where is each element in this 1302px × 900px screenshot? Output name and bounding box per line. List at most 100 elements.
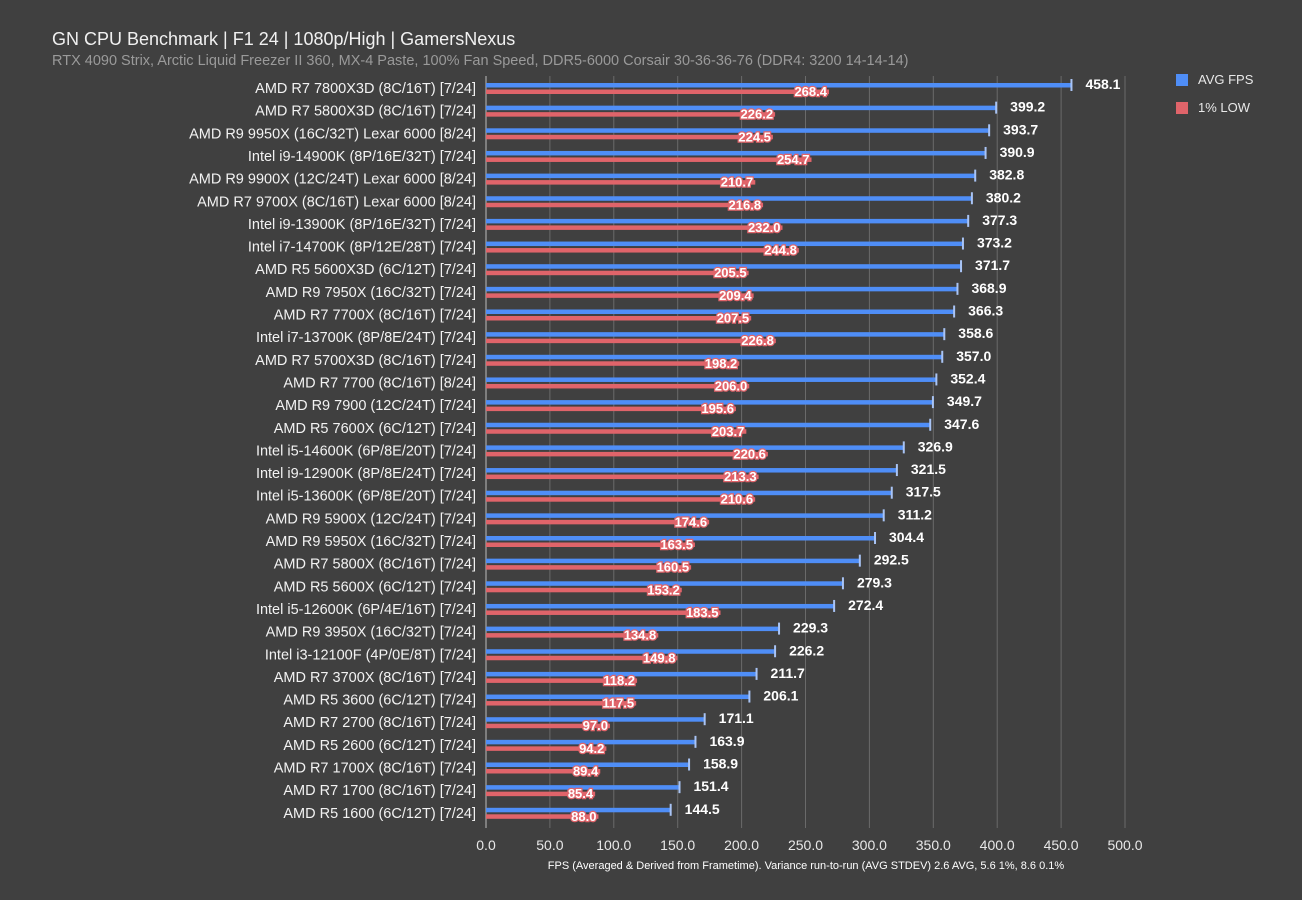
category-label: AMD R9 3950X (16C/32T) [7/24] <box>266 625 476 641</box>
category-label: AMD R7 5800X (8C/16T) [7/24] <box>274 557 476 573</box>
category-label: AMD R5 5600X (6C/12T) [7/24] <box>274 579 476 595</box>
legend-item-avg: AVG FPS <box>1176 72 1253 87</box>
data-label-low: 226.8 <box>741 333 774 348</box>
category-label: AMD R9 7950X (16C/32T) [7/24] <box>266 285 476 301</box>
data-label-avg: 458.1 <box>1085 76 1120 92</box>
category-label: Intel i7-13700K (8P/8E/24T) [7/24] <box>256 330 476 346</box>
bar-1pct-low <box>486 723 610 729</box>
bar-1pct-low <box>486 791 596 797</box>
category-label: AMD R5 2600 (6C/12T) [7/24] <box>283 738 476 754</box>
category-label: AMD R9 9950X (16C/32T) Lexar 6000 [8/24] <box>189 126 476 142</box>
bar-1pct-low <box>486 361 740 366</box>
data-label-avg: 304.4 <box>889 529 924 545</box>
data-label-avg: 171.1 <box>719 710 754 726</box>
data-label-low: 213.3 <box>724 469 757 484</box>
legend-label-low: 1% LOW <box>1198 100 1251 115</box>
category-label: Intel i9-12900K (8P/8E/24T) [7/24] <box>256 466 476 482</box>
category-label: AMD R7 7800X3D (8C/16T) [7/24] <box>255 81 476 97</box>
bar-1pct-low <box>486 701 637 706</box>
category-label: AMD R7 2700 (8C/16T) [7/24] <box>283 715 476 731</box>
bar-1pct-low <box>486 316 752 321</box>
bar-avg-fps <box>486 354 943 360</box>
bar-1pct-low <box>486 225 783 230</box>
data-label-low: 210.6 <box>721 492 754 507</box>
data-label-low: 174.6 <box>675 514 708 529</box>
category-label: AMD R7 9700X (8C/16T) Lexar 6000 [8/24] <box>197 194 476 210</box>
data-label-low: 85.4 <box>568 786 594 801</box>
bar-avg-fps <box>486 445 904 450</box>
category-label: Intel i9-13900K (8P/16E/32T) [7/24] <box>248 217 476 233</box>
x-tick-label: 500.0 <box>1107 837 1142 853</box>
bar-1pct-low <box>486 769 601 774</box>
data-label-avg: 390.9 <box>1000 144 1035 160</box>
data-label-avg: 151.4 <box>693 778 728 794</box>
data-label-avg: 226.2 <box>789 642 824 658</box>
bar-avg-fps <box>486 105 997 111</box>
data-label-low: 117.5 <box>602 696 634 711</box>
bar-1pct-low <box>486 565 692 570</box>
bar-1pct-low <box>486 587 682 593</box>
data-label-avg: 377.3 <box>982 212 1017 228</box>
category-label: Intel i7-14700K (8P/12E/28T) [7/24] <box>248 240 476 256</box>
bar-1pct-low <box>486 270 749 276</box>
chart-subtitle: RTX 4090 Strix, Arctic Liquid Freezer II… <box>52 53 909 69</box>
category-label: Intel i3-12100F (4P/0E/8T) [7/24] <box>265 647 476 663</box>
bar-1pct-low <box>486 429 747 434</box>
bar-1pct-low <box>486 383 750 389</box>
bar-avg-fps <box>486 173 976 179</box>
data-label-avg: 279.3 <box>857 574 892 590</box>
x-tick-label: 100.0 <box>596 837 631 853</box>
data-label-low: 118.2 <box>603 673 635 688</box>
data-label-low: 244.8 <box>764 243 797 258</box>
data-label-low: 89.4 <box>573 764 599 779</box>
bar-avg-fps <box>486 536 876 541</box>
bar-1pct-low <box>486 89 830 94</box>
bar-1pct-low <box>486 474 759 480</box>
x-tick-label: 50.0 <box>536 837 563 853</box>
category-label: AMD R7 3700X (8C/16T) [7/24] <box>274 670 476 686</box>
data-label-low: 183.5 <box>686 605 719 620</box>
data-label-avg: 206.1 <box>763 688 798 704</box>
category-label: AMD R7 7700X (8C/16T) [7/24] <box>274 308 476 324</box>
bar-avg-fps <box>486 581 843 586</box>
data-label-low: 134.8 <box>624 628 657 643</box>
bar-avg-fps <box>486 241 963 247</box>
data-label-avg: 347.6 <box>944 416 979 432</box>
bar-avg-fps <box>486 286 958 292</box>
category-label: AMD R9 7900 (12C/24T) [7/24] <box>275 398 476 414</box>
category-label: Intel i5-12600K (6P/4E/16T) [7/24] <box>256 602 476 618</box>
category-label: AMD R9 5900X (12C/24T) [7/24] <box>266 511 476 527</box>
bar-avg-fps <box>486 468 897 473</box>
bar-avg-fps <box>486 400 933 405</box>
data-label-low: 88.0 <box>571 809 596 824</box>
bar-avg-fps <box>486 739 696 745</box>
data-label-low: 232.0 <box>748 220 781 235</box>
data-label-avg: 349.7 <box>947 393 982 409</box>
bar-1pct-low <box>486 134 773 140</box>
data-label-avg: 311.2 <box>898 506 932 522</box>
bar-avg-fps <box>486 671 757 677</box>
data-label-low: 160.5 <box>657 560 690 575</box>
bar-avg-fps <box>486 264 962 269</box>
category-label: AMD R5 1600 (6C/12T) [7/24] <box>283 806 476 822</box>
data-label-low: 220.6 <box>733 446 766 461</box>
data-label-low: 216.8 <box>729 197 762 212</box>
data-label-low: 195.6 <box>701 401 734 416</box>
bar-1pct-low <box>486 610 721 615</box>
x-tick-label: 400.0 <box>980 837 1015 853</box>
bar-1pct-low <box>486 248 799 253</box>
bar-avg-fps <box>486 422 931 428</box>
bar-1pct-low <box>486 293 754 298</box>
bar-1pct-low <box>486 112 776 117</box>
bar-avg-fps <box>486 490 892 496</box>
category-label: AMD R5 7600X (6C/12T) [7/24] <box>274 421 476 437</box>
bar-1pct-low <box>486 746 607 751</box>
data-label-avg: 163.9 <box>709 733 744 749</box>
data-label-avg: 380.2 <box>986 189 1021 205</box>
bar-1pct-low <box>486 406 736 412</box>
bar-1pct-low <box>486 497 756 502</box>
data-label-low: 207.5 <box>717 311 750 326</box>
data-label-low: 163.5 <box>660 537 693 552</box>
legend-item-low: 1% LOW <box>1176 100 1250 115</box>
data-label-low: 205.5 <box>714 265 747 280</box>
